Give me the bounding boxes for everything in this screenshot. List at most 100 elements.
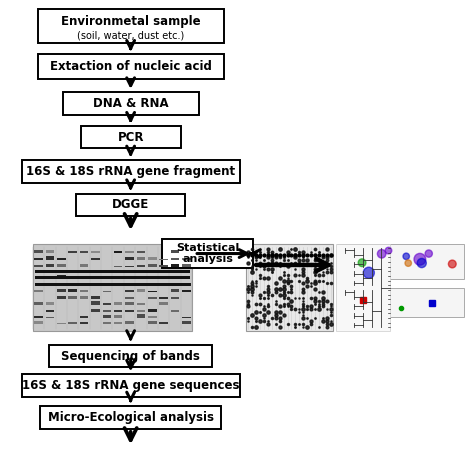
FancyBboxPatch shape <box>36 276 190 279</box>
FancyBboxPatch shape <box>114 266 122 267</box>
FancyBboxPatch shape <box>80 290 89 292</box>
FancyBboxPatch shape <box>159 265 168 267</box>
FancyBboxPatch shape <box>171 258 179 260</box>
FancyBboxPatch shape <box>159 322 168 324</box>
FancyBboxPatch shape <box>80 322 89 324</box>
Circle shape <box>414 253 426 265</box>
FancyBboxPatch shape <box>148 284 156 286</box>
Circle shape <box>403 253 410 260</box>
FancyBboxPatch shape <box>159 259 168 260</box>
FancyBboxPatch shape <box>171 289 179 292</box>
FancyBboxPatch shape <box>22 374 239 397</box>
FancyBboxPatch shape <box>80 264 89 267</box>
FancyBboxPatch shape <box>46 302 55 305</box>
FancyBboxPatch shape <box>114 251 122 253</box>
FancyBboxPatch shape <box>35 321 43 324</box>
Text: Micro-Ecological analysis: Micro-Ecological analysis <box>48 411 214 424</box>
FancyBboxPatch shape <box>125 302 134 305</box>
FancyBboxPatch shape <box>80 251 89 253</box>
FancyBboxPatch shape <box>114 315 122 318</box>
Text: Statistical
analysis: Statistical analysis <box>176 243 239 264</box>
FancyBboxPatch shape <box>125 256 134 260</box>
FancyBboxPatch shape <box>137 276 145 279</box>
Text: Sequencing of bands: Sequencing of bands <box>61 350 200 362</box>
FancyBboxPatch shape <box>171 309 179 312</box>
FancyBboxPatch shape <box>68 289 77 292</box>
FancyBboxPatch shape <box>49 345 212 367</box>
FancyBboxPatch shape <box>137 265 145 267</box>
Circle shape <box>358 259 366 266</box>
FancyBboxPatch shape <box>159 271 168 273</box>
Text: Environmetal sample: Environmetal sample <box>61 15 201 28</box>
FancyBboxPatch shape <box>80 296 89 299</box>
FancyBboxPatch shape <box>182 283 191 286</box>
FancyBboxPatch shape <box>68 322 77 324</box>
FancyBboxPatch shape <box>35 290 43 292</box>
FancyBboxPatch shape <box>68 283 77 286</box>
FancyBboxPatch shape <box>182 264 191 267</box>
FancyBboxPatch shape <box>57 323 66 324</box>
FancyBboxPatch shape <box>35 258 43 260</box>
FancyBboxPatch shape <box>148 257 156 260</box>
FancyBboxPatch shape <box>125 310 134 312</box>
FancyBboxPatch shape <box>63 92 199 115</box>
FancyBboxPatch shape <box>182 317 191 318</box>
FancyBboxPatch shape <box>81 127 181 149</box>
FancyBboxPatch shape <box>125 298 134 299</box>
FancyBboxPatch shape <box>68 296 77 299</box>
FancyBboxPatch shape <box>57 271 66 273</box>
FancyBboxPatch shape <box>148 297 156 299</box>
FancyBboxPatch shape <box>46 256 55 260</box>
FancyBboxPatch shape <box>91 297 100 299</box>
FancyBboxPatch shape <box>125 251 134 253</box>
FancyBboxPatch shape <box>46 265 55 267</box>
FancyBboxPatch shape <box>125 290 134 292</box>
FancyBboxPatch shape <box>171 284 179 286</box>
FancyBboxPatch shape <box>148 316 156 318</box>
FancyBboxPatch shape <box>137 250 145 253</box>
FancyBboxPatch shape <box>91 271 100 273</box>
FancyBboxPatch shape <box>171 271 179 273</box>
Text: DGGE: DGGE <box>112 198 149 211</box>
FancyBboxPatch shape <box>337 288 464 317</box>
FancyBboxPatch shape <box>68 277 77 279</box>
FancyBboxPatch shape <box>182 258 191 260</box>
FancyBboxPatch shape <box>57 296 66 299</box>
FancyBboxPatch shape <box>182 290 191 292</box>
FancyBboxPatch shape <box>46 250 55 253</box>
FancyBboxPatch shape <box>159 302 168 305</box>
FancyBboxPatch shape <box>68 250 77 253</box>
FancyBboxPatch shape <box>125 266 134 267</box>
FancyBboxPatch shape <box>80 317 89 318</box>
FancyBboxPatch shape <box>91 251 100 253</box>
Text: PCR: PCR <box>118 131 144 144</box>
Circle shape <box>363 267 374 278</box>
FancyBboxPatch shape <box>57 258 66 260</box>
FancyBboxPatch shape <box>171 276 179 279</box>
FancyBboxPatch shape <box>57 276 66 279</box>
FancyBboxPatch shape <box>57 289 66 292</box>
FancyBboxPatch shape <box>171 250 179 253</box>
FancyBboxPatch shape <box>35 316 43 318</box>
FancyBboxPatch shape <box>91 258 100 260</box>
FancyBboxPatch shape <box>57 264 66 267</box>
FancyBboxPatch shape <box>102 303 111 305</box>
Circle shape <box>385 247 392 254</box>
FancyBboxPatch shape <box>171 264 179 267</box>
FancyBboxPatch shape <box>46 284 55 286</box>
FancyBboxPatch shape <box>137 270 145 273</box>
FancyBboxPatch shape <box>37 9 224 43</box>
FancyBboxPatch shape <box>125 282 134 286</box>
FancyBboxPatch shape <box>114 282 122 286</box>
Text: 16S & 18S rRNA gene fragment: 16S & 18S rRNA gene fragment <box>26 165 235 178</box>
FancyBboxPatch shape <box>102 315 111 318</box>
FancyBboxPatch shape <box>102 270 111 273</box>
FancyBboxPatch shape <box>148 271 156 273</box>
FancyBboxPatch shape <box>33 244 192 331</box>
FancyBboxPatch shape <box>336 244 390 331</box>
FancyBboxPatch shape <box>37 54 224 79</box>
FancyBboxPatch shape <box>137 257 145 260</box>
FancyBboxPatch shape <box>114 322 122 324</box>
FancyBboxPatch shape <box>125 321 134 324</box>
Circle shape <box>448 260 456 268</box>
